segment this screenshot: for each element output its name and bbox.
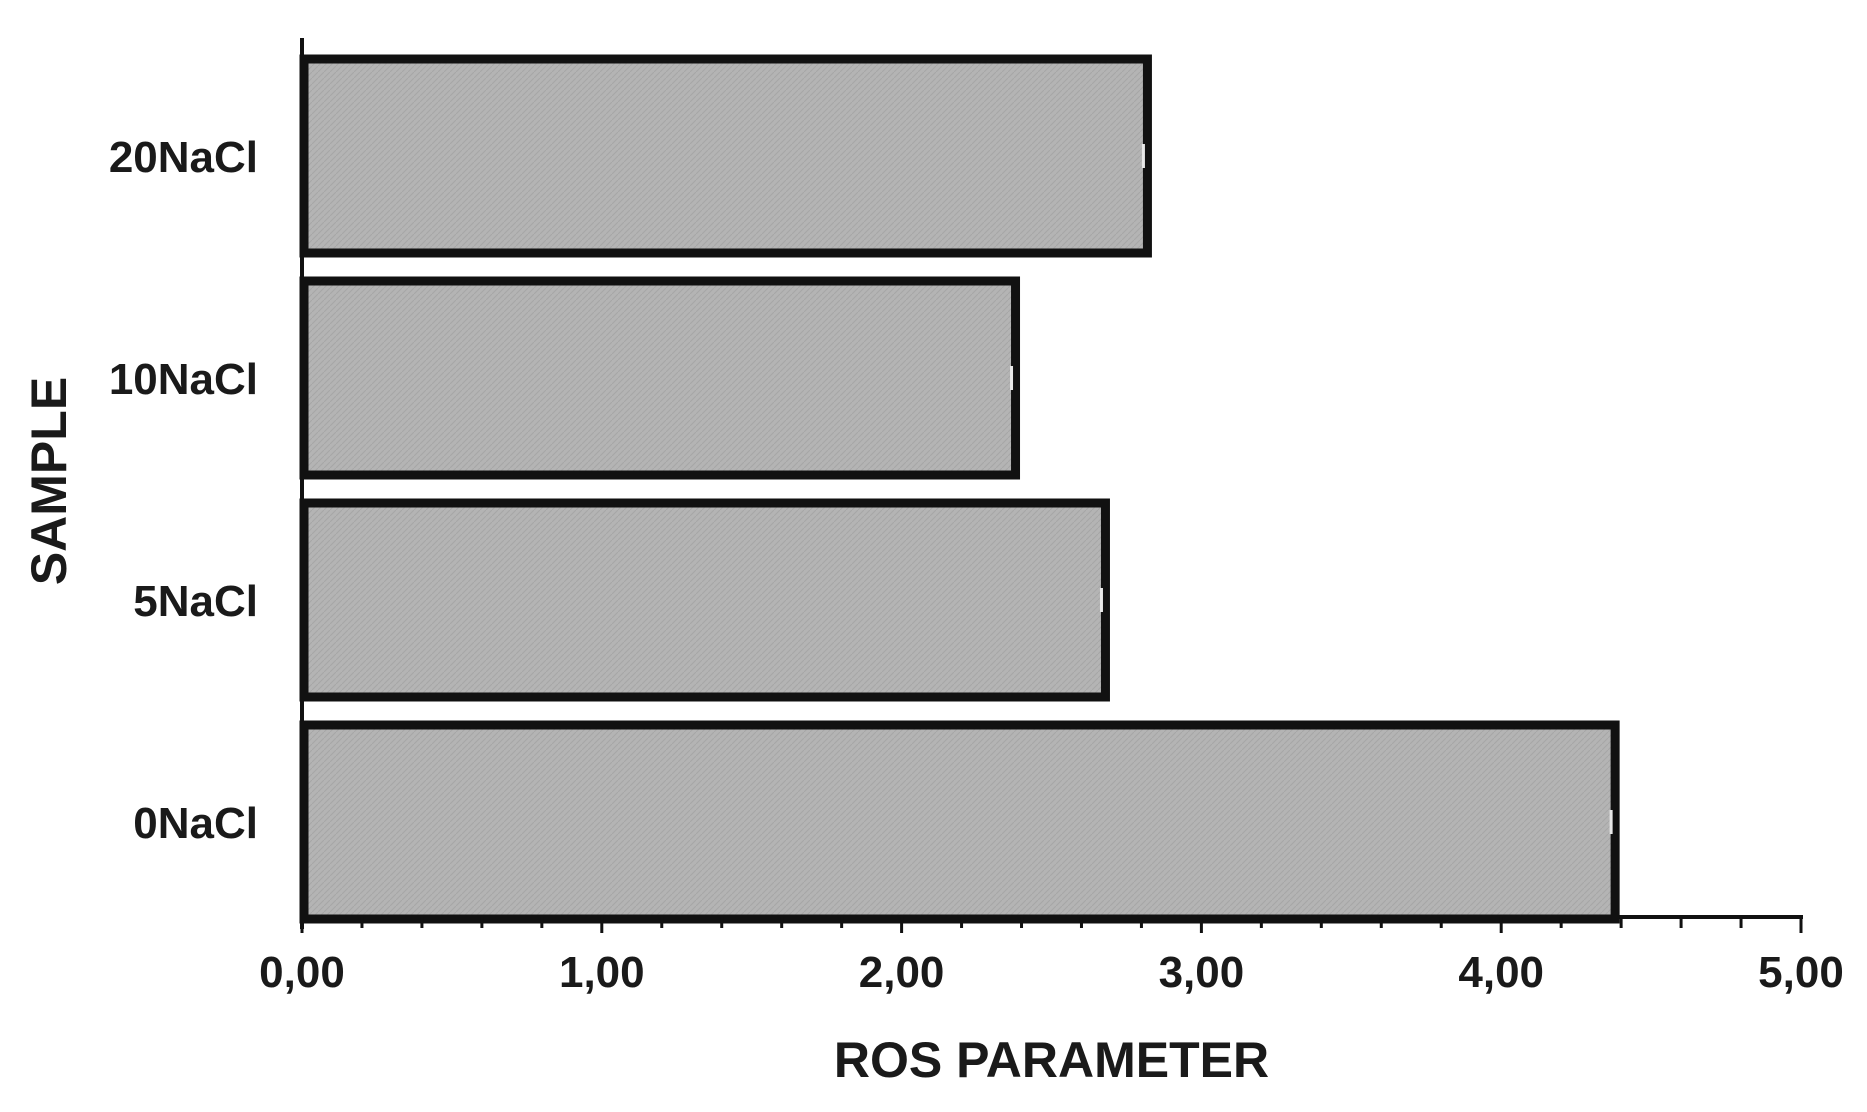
axes-layer [300,38,1803,933]
x-tick-label: 2,00 [859,948,945,997]
bar-0NaCl [299,720,1620,924]
bar-10NaCl [299,276,1021,480]
y-axis-title: SAMPLE [21,377,77,585]
category-label-0NaCl: 0NaCl [133,799,258,848]
category-label-20NaCl: 20NaCl [109,133,258,182]
bars-layer [299,54,1620,924]
x-tick-label: 3,00 [1159,948,1245,997]
x-tick-label: 0,00 [259,948,345,997]
bar-20NaCl [299,54,1152,258]
x-tick-label: 5,00 [1758,948,1844,997]
x-axis-title: ROS PARAMETER [834,1032,1269,1088]
category-label-5NaCl: 5NaCl [133,577,258,626]
x-tick-label: 1,00 [559,948,645,997]
bar-5NaCl [299,498,1110,702]
category-label-10NaCl: 10NaCl [109,355,258,404]
x-tick-label: 4,00 [1458,948,1544,997]
labels-layer: 20NaCl 10NaCl 5NaCl 0NaCl 0,00 1,00 2,00 3,00 4,… [109,133,1844,997]
